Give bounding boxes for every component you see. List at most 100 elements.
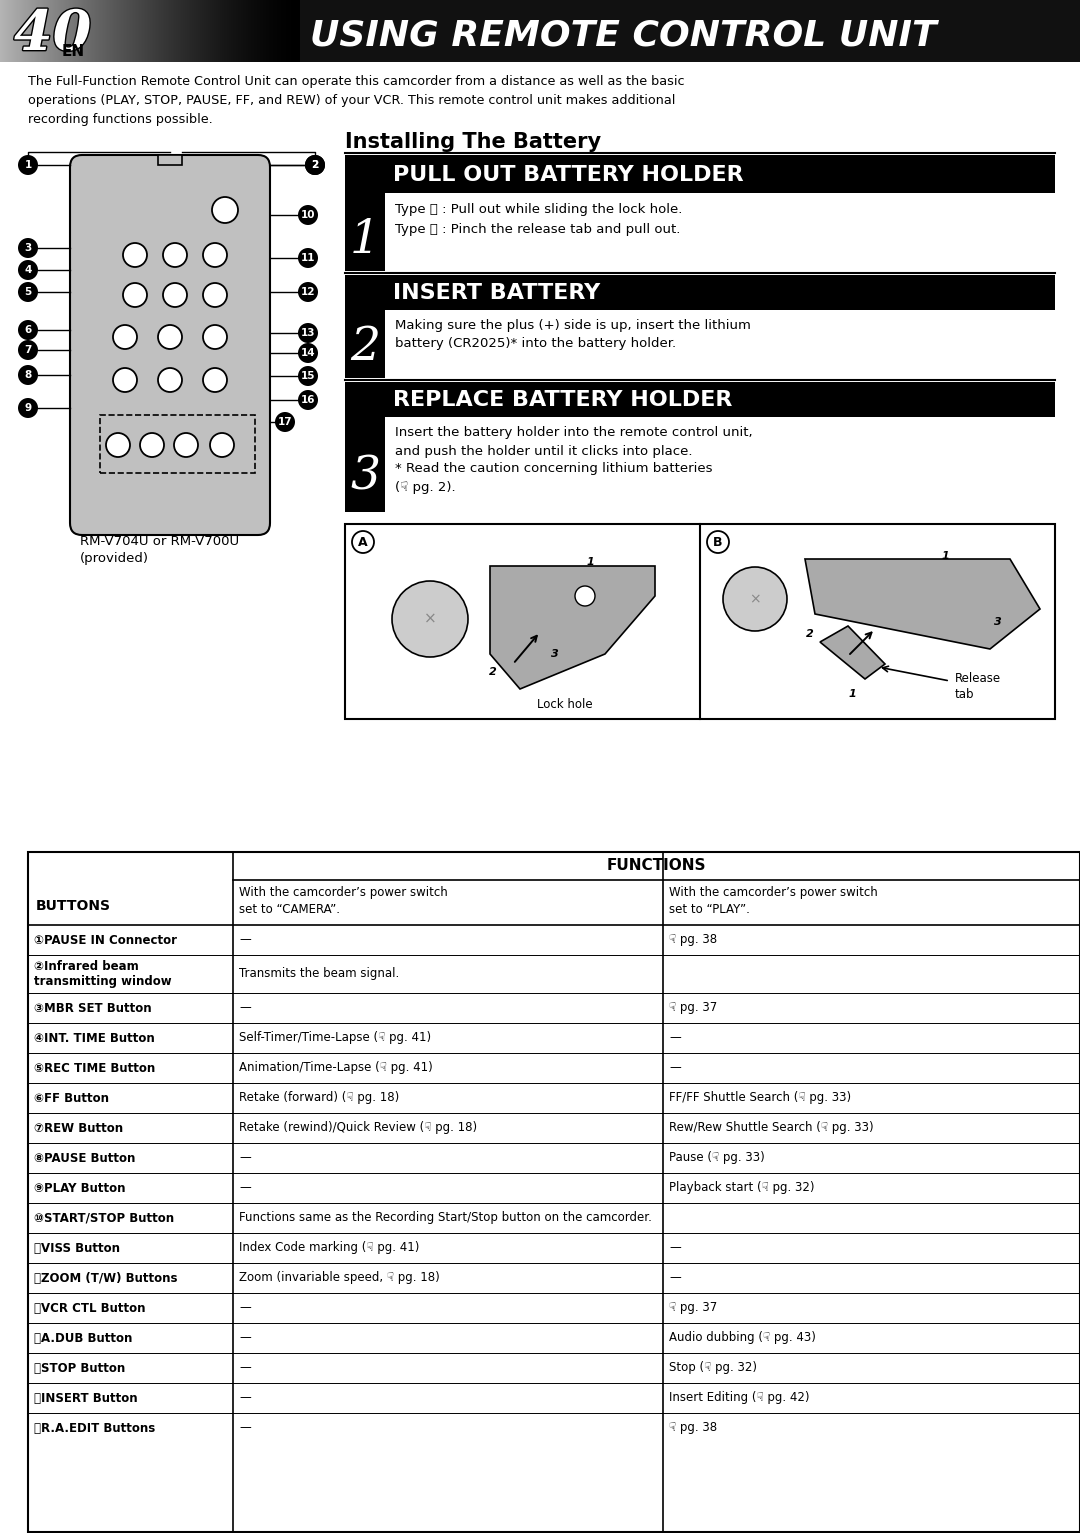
- Circle shape: [18, 399, 38, 419]
- Bar: [345, 155, 1055, 193]
- Circle shape: [140, 432, 164, 457]
- Text: B: B: [713, 535, 723, 549]
- Text: ☟ pg. 38: ☟ pg. 38: [669, 934, 717, 946]
- Circle shape: [203, 325, 227, 350]
- Circle shape: [18, 340, 38, 360]
- Text: —: —: [239, 1421, 251, 1435]
- Text: ⑬VCR CTL Button: ⑬VCR CTL Button: [33, 1302, 146, 1314]
- Text: 3: 3: [25, 244, 31, 253]
- Circle shape: [113, 368, 137, 392]
- Circle shape: [298, 343, 318, 363]
- Text: 2: 2: [350, 325, 380, 369]
- Text: The Full-Function Remote Control Unit can operate this camcorder from a distance: The Full-Function Remote Control Unit ca…: [28, 75, 685, 126]
- Text: A: A: [359, 535, 368, 549]
- Text: —: —: [669, 1061, 680, 1075]
- Circle shape: [298, 389, 318, 409]
- Text: Lock hole: Lock hole: [537, 698, 593, 711]
- Circle shape: [275, 412, 295, 432]
- Text: —: —: [239, 1361, 251, 1375]
- Circle shape: [163, 284, 187, 307]
- Text: —: —: [669, 1032, 680, 1044]
- Text: ☟ pg. 38: ☟ pg. 38: [669, 1421, 717, 1435]
- Text: ⑭A.DUB Button: ⑭A.DUB Button: [33, 1332, 133, 1344]
- Circle shape: [163, 244, 187, 267]
- Text: Making sure the plus (+) side is up, insert the lithium
battery (CR2025)* into t: Making sure the plus (+) side is up, ins…: [395, 319, 751, 351]
- Text: 2: 2: [806, 629, 814, 639]
- Text: EN: EN: [62, 44, 85, 58]
- Circle shape: [123, 284, 147, 307]
- Circle shape: [158, 368, 183, 392]
- Text: 14: 14: [300, 348, 315, 359]
- Text: —: —: [239, 1332, 251, 1344]
- Circle shape: [298, 366, 318, 386]
- Text: Insert the battery holder into the remote control unit,
and push the holder unti: Insert the battery holder into the remot…: [395, 426, 753, 457]
- Text: Retake (rewind)/Quick Review (☟ pg. 18): Retake (rewind)/Quick Review (☟ pg. 18): [239, 1122, 477, 1134]
- Text: 4: 4: [25, 265, 31, 274]
- Text: ⑧PAUSE Button: ⑧PAUSE Button: [33, 1151, 135, 1165]
- Text: 2: 2: [311, 159, 319, 170]
- Text: 7: 7: [25, 345, 31, 356]
- Text: Audio dubbing (☟ pg. 43): Audio dubbing (☟ pg. 43): [669, 1332, 815, 1344]
- Text: 1: 1: [848, 688, 855, 699]
- Text: ⑨PLAY Button: ⑨PLAY Button: [33, 1182, 125, 1194]
- Circle shape: [298, 282, 318, 302]
- Text: Insert Editing (☟ pg. 42): Insert Editing (☟ pg. 42): [669, 1392, 810, 1404]
- Circle shape: [123, 244, 147, 267]
- Text: 9: 9: [25, 403, 31, 412]
- Polygon shape: [805, 560, 1040, 648]
- Circle shape: [18, 261, 38, 281]
- Text: ⑥FF Button: ⑥FF Button: [33, 1091, 109, 1104]
- Bar: [345, 193, 384, 271]
- Text: ☟ pg. 37: ☟ pg. 37: [669, 1001, 717, 1015]
- Bar: [100, 415, 255, 474]
- Text: 1: 1: [350, 218, 380, 264]
- Bar: [345, 274, 1055, 310]
- Circle shape: [158, 325, 183, 350]
- Circle shape: [18, 282, 38, 302]
- Text: ×: ×: [423, 612, 436, 627]
- Text: ⑩START/STOP Button: ⑩START/STOP Button: [33, 1211, 174, 1225]
- Text: —: —: [239, 1392, 251, 1404]
- Text: 16: 16: [300, 396, 315, 405]
- Circle shape: [18, 365, 38, 385]
- Bar: [345, 310, 384, 379]
- Circle shape: [210, 432, 234, 457]
- Text: ③MBR SET Button: ③MBR SET Button: [33, 1001, 151, 1015]
- Circle shape: [203, 244, 227, 267]
- Text: ×: ×: [750, 592, 760, 606]
- Text: 2: 2: [489, 667, 497, 678]
- Circle shape: [18, 320, 38, 340]
- Text: ⑫ZOOM (T/W) Buttons: ⑫ZOOM (T/W) Buttons: [33, 1271, 177, 1285]
- Bar: [345, 417, 384, 512]
- Text: RM-V704U or RM-V700U: RM-V704U or RM-V700U: [80, 535, 239, 547]
- Text: 11: 11: [300, 253, 315, 264]
- Text: FF/FF Shuttle Search (☟ pg. 33): FF/FF Shuttle Search (☟ pg. 33): [669, 1091, 851, 1104]
- Text: Zoom (invariable speed, ☟ pg. 18): Zoom (invariable speed, ☟ pg. 18): [239, 1271, 440, 1285]
- Circle shape: [203, 284, 227, 307]
- Text: 8: 8: [25, 369, 31, 380]
- Circle shape: [575, 586, 595, 606]
- Circle shape: [203, 368, 227, 392]
- Text: ☟ pg. 37: ☟ pg. 37: [669, 1302, 717, 1314]
- Circle shape: [298, 323, 318, 343]
- Text: 6: 6: [25, 325, 31, 336]
- Text: —: —: [669, 1242, 680, 1254]
- Text: 17: 17: [278, 417, 293, 428]
- Text: Rew/Rew Shuttle Search (☟ pg. 33): Rew/Rew Shuttle Search (☟ pg. 33): [669, 1122, 874, 1134]
- Circle shape: [298, 205, 318, 225]
- Text: (provided): (provided): [80, 552, 149, 566]
- Text: ④INT. TIME Button: ④INT. TIME Button: [33, 1032, 154, 1044]
- Text: 3: 3: [551, 648, 558, 659]
- Bar: [158, 155, 183, 166]
- Circle shape: [305, 155, 325, 175]
- Circle shape: [305, 155, 325, 175]
- Text: USING REMOTE CONTROL UNIT: USING REMOTE CONTROL UNIT: [310, 18, 936, 54]
- Text: Playback start (☟ pg. 32): Playback start (☟ pg. 32): [669, 1182, 814, 1194]
- Text: 40: 40: [14, 8, 91, 61]
- Circle shape: [707, 530, 729, 553]
- Text: —: —: [669, 1271, 680, 1285]
- Text: ⒴R.A.EDIT Buttons: ⒴R.A.EDIT Buttons: [33, 1421, 156, 1435]
- Polygon shape: [820, 625, 885, 679]
- Text: Index Code marking (☟ pg. 41): Index Code marking (☟ pg. 41): [239, 1242, 419, 1254]
- Bar: [28, 852, 1080, 1531]
